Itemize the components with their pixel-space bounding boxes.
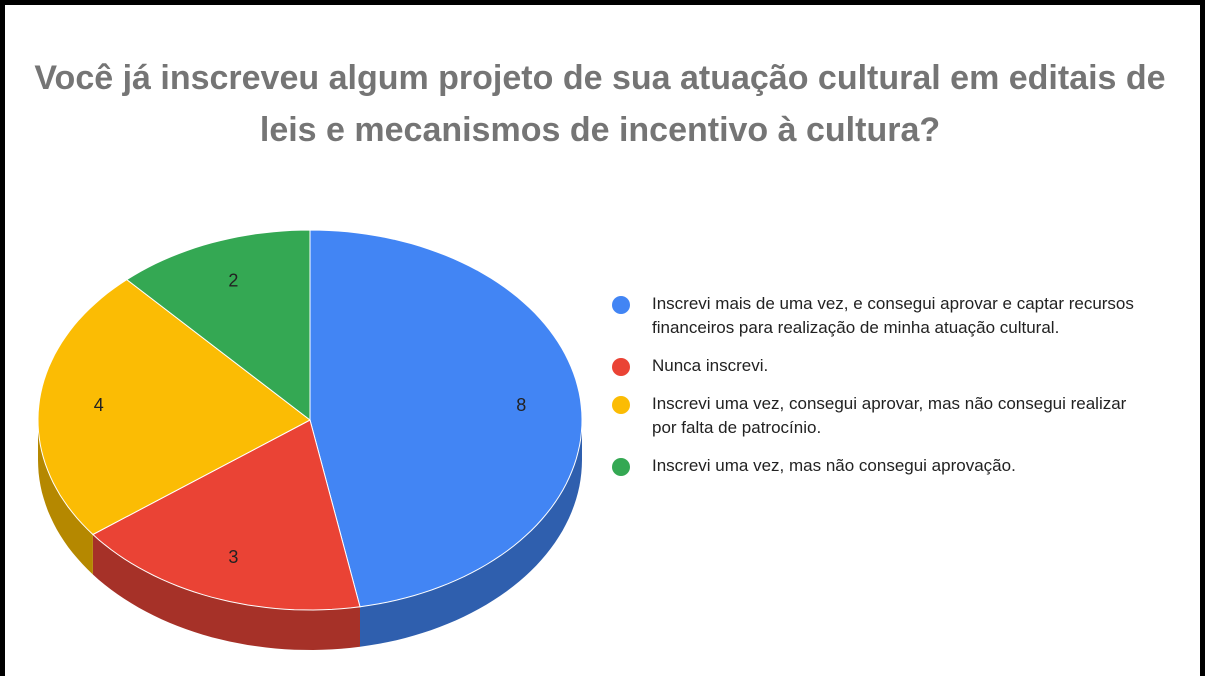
- data-label: 4: [94, 395, 104, 415]
- legend-label: Inscrevi mais de uma vez, e consegui apr…: [652, 294, 1134, 337]
- legend-swatch: [612, 358, 630, 376]
- legend-item: Inscrevi mais de uma vez, e consegui apr…: [612, 292, 1152, 340]
- legend-label: Inscrevi uma vez, consegui aprovar, mas …: [652, 394, 1127, 437]
- slice: [125, 229, 311, 422]
- slice: [92, 419, 361, 611]
- data-label: 8: [516, 395, 526, 415]
- legend-item: Nunca inscrevi.: [612, 354, 1152, 378]
- slice: [37, 278, 311, 536]
- legend: Inscrevi mais de uma vez, e consegui apr…: [612, 292, 1152, 492]
- slice-side: [360, 420, 582, 647]
- chart-title: Você já inscreveu algum projeto de sua a…: [34, 59, 1166, 149]
- legend-item: Inscrevi uma vez, consegui aprovar, mas …: [612, 392, 1152, 440]
- legend-item: Inscrevi uma vez, mas não consegui aprov…: [612, 454, 1152, 478]
- data-label: 2: [228, 271, 238, 291]
- legend-label: Inscrevi uma vez, mas não consegui aprov…: [652, 456, 1016, 475]
- legend-swatch: [612, 396, 630, 414]
- slice: [309, 229, 583, 608]
- legend-label: Nunca inscrevi.: [652, 356, 769, 375]
- data-label: 3: [228, 547, 238, 567]
- slice-side: [92, 534, 361, 650]
- legend-swatch: [612, 296, 630, 314]
- legend-swatch: [612, 458, 630, 476]
- slice-side: [38, 420, 93, 575]
